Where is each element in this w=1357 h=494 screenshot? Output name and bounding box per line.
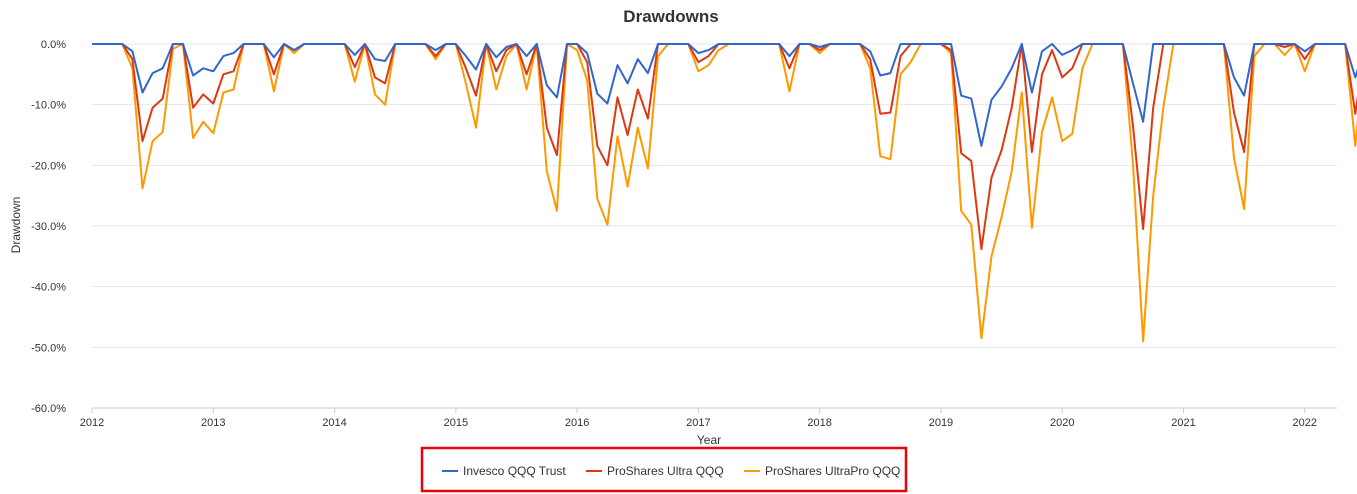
x-axis: 2012 2013 2014 2015 2016 2017 2018 2019 2020 2021… — [80, 408, 1317, 429]
x-tick-label: 2015 — [444, 417, 468, 429]
legend-label: ProShares UltraPro QQQ — [765, 464, 900, 478]
y-tick-label: -60.0% — [31, 403, 66, 415]
y-axis-title: Drawdown — [9, 197, 23, 254]
legend-item[interactable]: ProShares Ultra QQQ — [586, 464, 724, 478]
x-tick-label: 2021 — [1171, 417, 1195, 429]
legend-label: ProShares Ultra QQQ — [607, 464, 724, 478]
legend-item[interactable]: Invesco QQQ Trust — [442, 464, 566, 478]
x-tick-label: 2020 — [1050, 417, 1074, 429]
x-tick-label: 2022 — [1293, 417, 1317, 429]
legend-highlight-box — [420, 446, 908, 493]
legend-label: Invesco QQQ Trust — [463, 464, 566, 478]
x-tick-label: 2012 — [80, 417, 104, 429]
y-tick-label: -40.0% — [31, 282, 66, 294]
legend: Invesco QQQ Trust ProShares Ultra QQQ ProS… — [420, 446, 908, 493]
y-tick-label: 0.0% — [41, 39, 66, 51]
x-tick-label: 2017 — [686, 417, 710, 429]
x-tick-label: 2016 — [565, 417, 589, 429]
y-tick-label: -10.0% — [31, 100, 66, 112]
chart-title: Drawdowns — [623, 7, 718, 26]
legend-item[interactable]: ProShares UltraPro QQQ — [744, 464, 900, 478]
x-axis-title: Year — [697, 433, 721, 447]
series-lines — [92, 43, 1357, 343]
x-tick-label: 2013 — [201, 417, 225, 429]
y-tick-label: -50.0% — [31, 342, 66, 354]
series-line-1 — [92, 43, 1357, 147]
gridlines — [92, 43, 1337, 409]
y-tick-label: -30.0% — [31, 221, 66, 233]
x-tick-label: 2014 — [322, 417, 346, 429]
y-tick-label: -20.0% — [31, 160, 66, 172]
x-tick-label: 2018 — [807, 417, 831, 429]
x-tick-label: 2019 — [929, 417, 953, 429]
y-axis: 0.0% -10.0% -20.0% -30.0% -40.0% -50.0% -60.0% — [31, 39, 66, 415]
